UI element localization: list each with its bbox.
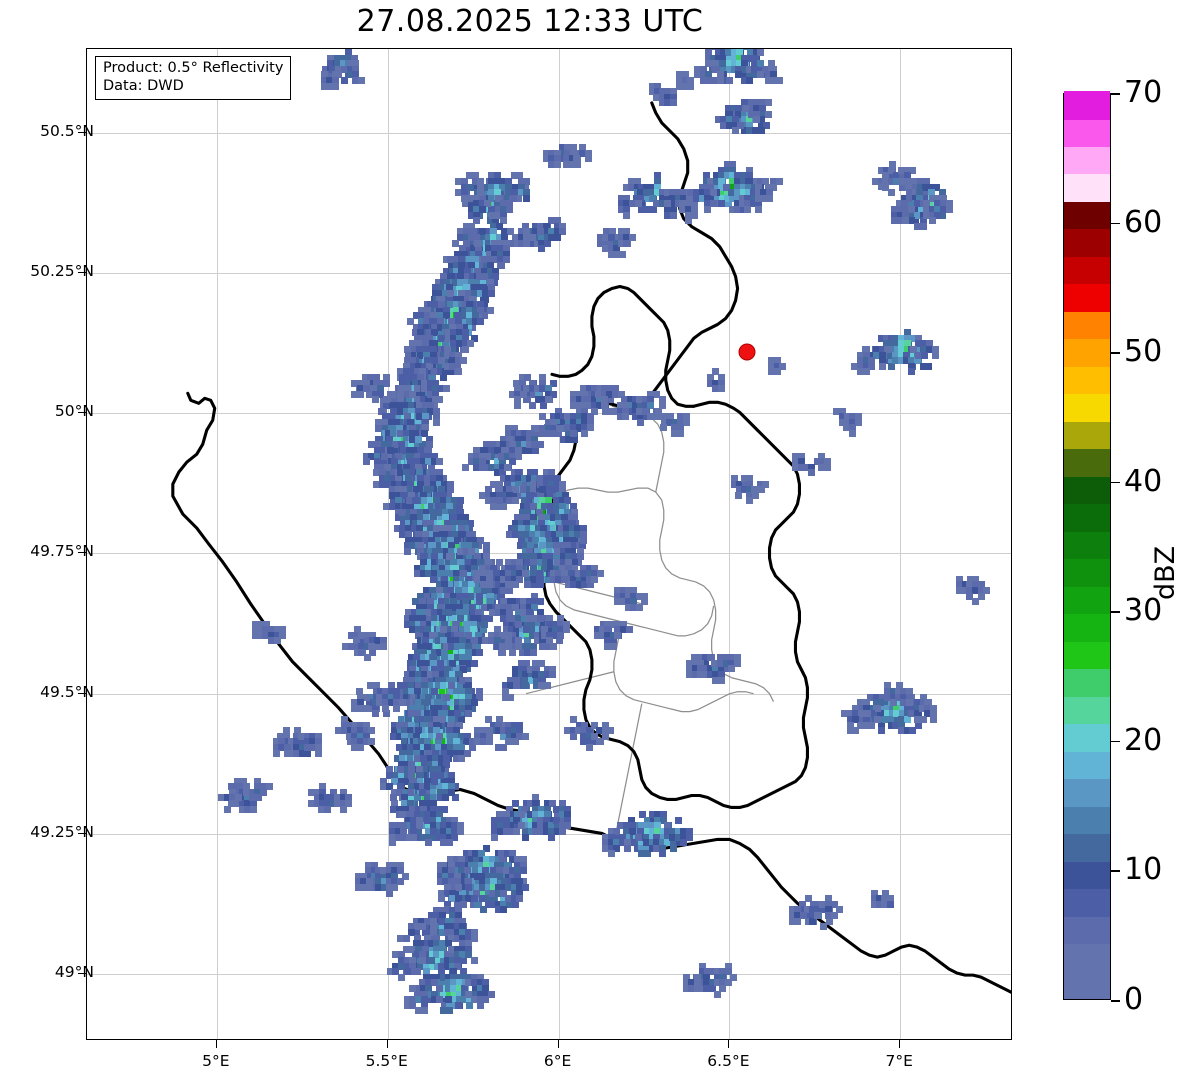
colorbar-band [1064,366,1110,395]
colorbar-tick-label: 10 [1124,852,1163,888]
colorbar-band [1064,91,1110,120]
latitude-tick-label: 49°N [54,962,94,981]
colorbar-band [1064,696,1110,725]
longitude-tick-label: 5°E [202,1052,230,1070]
latitude-tick-mark [78,972,86,974]
colorbar-band [1064,558,1110,587]
colorbar-band [1064,503,1110,532]
colorbar-band [1064,888,1110,917]
colorbar-band [1064,201,1110,230]
colorbar-band [1064,723,1110,752]
colorbar-tick-mark [1111,222,1120,225]
latitude-tick-mark [78,272,86,274]
colorbar-tick-mark [1111,870,1120,873]
longitude-tick-label: 6.5°E [707,1052,750,1070]
latitude-tick-mark [78,412,86,414]
colorbar-band [1064,531,1110,560]
colorbar-band [1064,613,1110,642]
radar-map-canvas-area [87,49,1011,1039]
longitude-tick-label: 5.5°E [365,1052,408,1070]
longitude-tick-label: 6°E [543,1052,572,1070]
longitude-tick-mark [386,1040,388,1048]
colorbar-tick-label: 40 [1124,463,1163,499]
colorbar-band [1064,256,1110,285]
colorbar-tick-mark [1111,611,1120,613]
colorbar-tick-label: 60 [1124,204,1163,240]
latitude-tick-label: 49.75°N [30,542,94,561]
colorbar-band [1064,228,1110,257]
colorbar-band [1064,393,1110,422]
colorbar-band [1064,118,1110,147]
colorbar-band [1064,806,1110,835]
colorbar-band [1064,970,1110,999]
colorbar-band [1064,421,1110,450]
colorbar-tick-mark [1111,481,1120,484]
latitude-tick-label: 49.25°N [30,822,94,841]
colorbar-band [1064,833,1110,862]
radar-reflectivity-layer [87,49,1011,1039]
colorbar-band [1064,915,1110,945]
colorbar-band [1064,943,1110,972]
colorbar-tick-label: 50 [1124,334,1163,370]
data-source-label: Data: DWD [103,77,184,94]
radar-site-marker[interactable] [738,343,756,361]
latitude-tick-label: 50.25°N [30,262,94,281]
colorbar-tick-label: 20 [1124,722,1163,758]
latitude-tick-label: 49.5°N [40,682,94,701]
latitude-tick-label: 50.5°N [40,122,94,141]
product-label: Product: 0.5° Reflectivity [103,60,284,76]
longitude-tick-mark [557,1040,559,1048]
longitude-tick-label: 7°E [885,1052,913,1070]
colorbar-tick-mark [1111,352,1120,354]
latitude-tick-mark [78,692,86,694]
colorbar-band [1064,641,1110,670]
reflectivity-colorbar[interactable] [1063,91,1111,1000]
colorbar-band [1064,860,1110,890]
colorbar-band [1064,338,1110,367]
colorbar-band [1064,778,1110,807]
latitude-tick-mark [78,832,86,834]
colorbar-tick-mark [1111,740,1120,743]
colorbar-tick-label: 0 [1124,982,1144,1017]
colorbar-band [1064,668,1110,697]
colorbar-band [1064,448,1110,477]
colorbar-unit-label: dBZ [1150,545,1181,600]
latitude-tick-mark [78,132,86,134]
latitude-tick-mark [78,552,86,554]
longitude-tick-mark [899,1040,901,1048]
longitude-tick-mark [728,1040,730,1048]
colorbar-band [1064,586,1110,615]
colorbar-band [1064,283,1110,312]
colorbar-band [1064,146,1110,175]
radar-map-plot[interactable]: Product: 0.5° Reflectivity Data: DWD [86,48,1012,1040]
colorbar-band [1064,751,1110,780]
page-title: 27.08.2025 12:33 UTC [356,4,704,39]
colorbar-tick-label: 70 [1124,75,1163,110]
colorbar-tick-label: 30 [1124,593,1163,629]
colorbar-tick-mark [1111,1000,1120,1002]
colorbar-tick-mark [1111,93,1120,95]
colorbar-band [1064,173,1110,202]
latitude-tick-label: 50°N [54,402,94,421]
colorbar-band [1064,311,1110,340]
longitude-tick-mark [215,1040,217,1048]
product-info-box: Product: 0.5° Reflectivity Data: DWD [95,56,292,101]
colorbar-band [1064,476,1110,505]
